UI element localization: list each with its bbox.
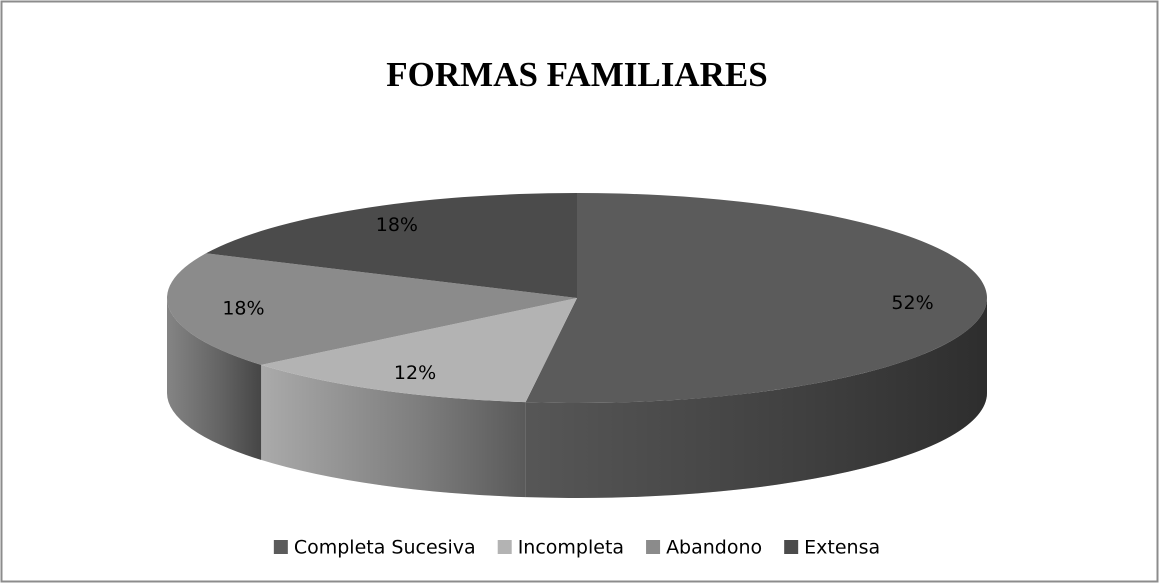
pie-slice: [261, 298, 577, 403]
data-label: 12%: [394, 362, 436, 384]
pie-side-shade: [525, 298, 987, 498]
pie-side-shade: [167, 298, 262, 460]
pie-slice: [206, 193, 577, 298]
legend-swatch: [646, 540, 661, 554]
pie-slice: [525, 193, 987, 403]
legend-label: Abandono: [666, 537, 762, 559]
legend-swatch: [784, 540, 799, 554]
legend-swatch: [497, 540, 512, 554]
pie-side-shade: [261, 364, 526, 498]
pie-slice: [167, 253, 577, 365]
data-label: 52%: [891, 292, 933, 314]
chart-title: FORMAS FAMILIARES: [386, 55, 767, 94]
legend-label: Incompleta: [518, 537, 624, 559]
legend-label: Extensa: [804, 537, 880, 559]
legend-label: Completa Sucesiva: [294, 537, 476, 559]
data-label: 18%: [376, 214, 418, 236]
data-label: 18%: [222, 297, 264, 319]
legend-swatch: [273, 540, 288, 554]
